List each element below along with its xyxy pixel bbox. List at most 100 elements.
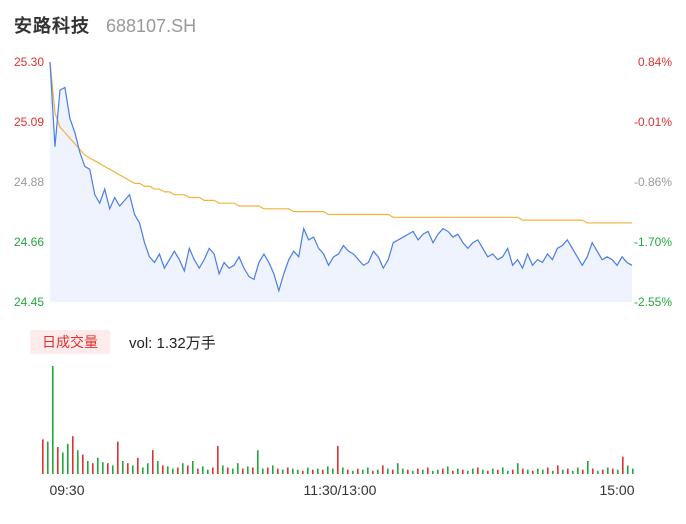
price-tick-label: 25.30 — [14, 55, 44, 69]
daily-volume-badge[interactable]: 日成交量 — [30, 330, 110, 354]
volume-bar — [282, 469, 284, 474]
volume-bar — [397, 463, 399, 474]
volume-bar — [357, 468, 359, 474]
time-tick-label: 15:00 — [599, 482, 634, 498]
volume-bar — [112, 465, 114, 474]
volume-bar — [467, 470, 469, 474]
volume-bar — [42, 439, 44, 474]
volume-bar — [367, 467, 369, 474]
volume-bar — [47, 441, 49, 474]
volume-bar — [622, 456, 624, 474]
volume-bar — [562, 469, 564, 474]
volume-bar — [207, 469, 209, 474]
volume-bar — [157, 461, 159, 474]
volume-bar — [612, 468, 614, 474]
volume-bar — [507, 470, 509, 474]
volume-bar — [52, 366, 54, 474]
volume-bar — [572, 470, 574, 474]
volume-bar — [477, 467, 479, 474]
price-tick-label: 24.66 — [14, 235, 44, 249]
volume-bar — [387, 468, 389, 474]
volume-bar — [187, 465, 189, 474]
volume-bar — [402, 468, 404, 474]
volume-bar — [392, 469, 394, 474]
stock-header: 安路科技 688107.SH — [14, 12, 196, 40]
price-tick-label: 25.09 — [14, 115, 44, 129]
volume-bar — [97, 457, 99, 474]
volume-bar — [287, 467, 289, 474]
volume-bar — [62, 452, 64, 474]
volume-bar — [442, 468, 444, 474]
volume-bar — [372, 470, 374, 474]
volume-bar — [577, 467, 579, 474]
volume-bar — [322, 469, 324, 474]
volume-bar — [407, 469, 409, 474]
volume-bar — [72, 436, 74, 474]
volume-bar — [522, 468, 524, 474]
volume-bar — [552, 470, 554, 474]
time-tick-label: 11:30/13:00 — [304, 482, 377, 498]
volume-bar — [462, 469, 464, 474]
volume-bar — [327, 466, 329, 474]
volume-bar — [497, 469, 499, 474]
volume-bar — [422, 469, 424, 474]
volume-bar — [217, 445, 219, 474]
volume-bar — [362, 469, 364, 474]
volume-bar — [557, 465, 559, 474]
volume-bar — [602, 469, 604, 474]
volume-bar — [492, 468, 494, 474]
volume-bar — [297, 469, 299, 474]
percent-tick-label: -0.86% — [634, 175, 672, 189]
volume-bar — [627, 465, 629, 474]
percent-tick-label: 0.84% — [638, 55, 672, 69]
volume-bar — [117, 441, 119, 474]
volume-bar — [247, 466, 249, 474]
avg-price-line — [49, 61, 632, 224]
percent-tick-label: -2.55% — [634, 295, 672, 309]
volume-bar — [487, 470, 489, 474]
volume-bar — [222, 465, 224, 474]
volume-bar — [257, 450, 259, 474]
volume-bar — [447, 466, 449, 474]
stock-code: 688107.SH — [106, 16, 197, 36]
volume-bar — [592, 468, 594, 474]
volume-bar — [177, 467, 179, 474]
volume-bar — [377, 469, 379, 474]
volume-bar — [617, 469, 619, 474]
volume-bar — [87, 461, 89, 474]
volume-bar — [237, 463, 239, 474]
price-line-layer — [49, 61, 633, 293]
volume-bar — [107, 463, 109, 474]
avg-line-layer — [49, 61, 632, 224]
time-tick-label: 09:30 — [49, 482, 84, 498]
volume-bar — [452, 470, 454, 474]
volume-bar — [277, 468, 279, 474]
volume-bar — [502, 467, 504, 474]
volume-bar — [267, 467, 269, 474]
percent-tick-label: -1.70% — [634, 235, 672, 249]
volume-bar — [417, 468, 419, 474]
volume-bar — [472, 468, 474, 474]
volume-bar — [382, 465, 384, 474]
volume-bar — [232, 468, 234, 474]
volume-bar — [57, 447, 59, 474]
volume-bar — [182, 463, 184, 474]
volume-bar — [567, 468, 569, 474]
price-area-layer — [50, 62, 632, 302]
volume-bar — [517, 463, 519, 474]
price-area — [50, 62, 632, 302]
volume-bar — [137, 457, 139, 474]
volume-bar — [317, 468, 319, 474]
volume-bar — [202, 466, 204, 474]
volume-bar — [152, 450, 154, 474]
price-tick-label: 24.45 — [14, 295, 44, 309]
volume-bar — [342, 467, 344, 474]
volume-bar — [412, 470, 414, 474]
volume-bar — [227, 467, 229, 474]
volume-bar — [262, 468, 264, 474]
volume-bar — [142, 467, 144, 474]
volume-bar — [92, 463, 94, 474]
volume-bar — [312, 469, 314, 474]
percent-tick-label: -0.01% — [634, 115, 672, 129]
